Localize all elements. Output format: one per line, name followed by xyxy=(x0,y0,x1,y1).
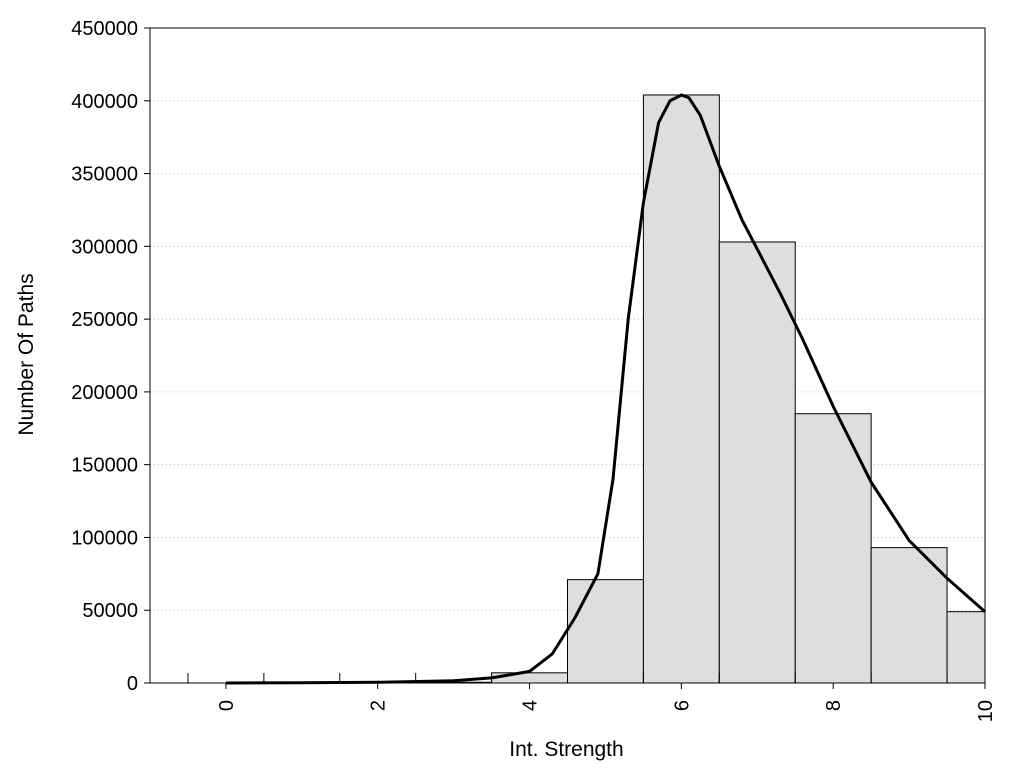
y-axis-label: Number Of Paths xyxy=(15,273,38,435)
bar-10 xyxy=(946,611,986,684)
y-tick-label-4: 200000 xyxy=(71,382,138,404)
bars xyxy=(187,94,986,684)
x-tick-label-0: 0 xyxy=(216,700,238,711)
x-tick-label-4: 8 xyxy=(823,700,845,711)
y-tick-label-5: 250000 xyxy=(71,309,138,331)
y-tick-label-9: 450000 xyxy=(71,18,138,40)
y-axis: 0 50000 100000 150000 200000 250000 300000 3500… xyxy=(71,18,150,695)
x-tick-label-3: 6 xyxy=(671,700,693,711)
y-tick-label-0: 0 xyxy=(127,673,138,695)
y-tick-label-3: 150000 xyxy=(71,455,138,477)
y-tick-label-6: 300000 xyxy=(71,236,138,258)
x-axis: 0 2 4 6 8 10 xyxy=(216,683,997,722)
bar-6 xyxy=(642,94,720,684)
bar-7 xyxy=(718,241,796,684)
bar-5 xyxy=(567,579,644,684)
y-tick-label-8: 400000 xyxy=(71,91,138,113)
y-tick-label-1: 50000 xyxy=(82,600,138,622)
bar-9 xyxy=(870,547,948,684)
bar-8 xyxy=(794,413,872,684)
x-axis-label: Int. Strength xyxy=(509,738,623,761)
bar-4 xyxy=(491,672,568,684)
plot-area xyxy=(149,27,986,684)
y-tick-label-7: 350000 xyxy=(71,164,138,186)
density-curve xyxy=(225,93,986,685)
x-tick-label-1: 2 xyxy=(368,700,390,711)
x-tick-label-5: 10 xyxy=(975,700,997,722)
y-tick-label-2: 100000 xyxy=(71,527,138,549)
x-tick-label-2: 4 xyxy=(520,700,542,711)
